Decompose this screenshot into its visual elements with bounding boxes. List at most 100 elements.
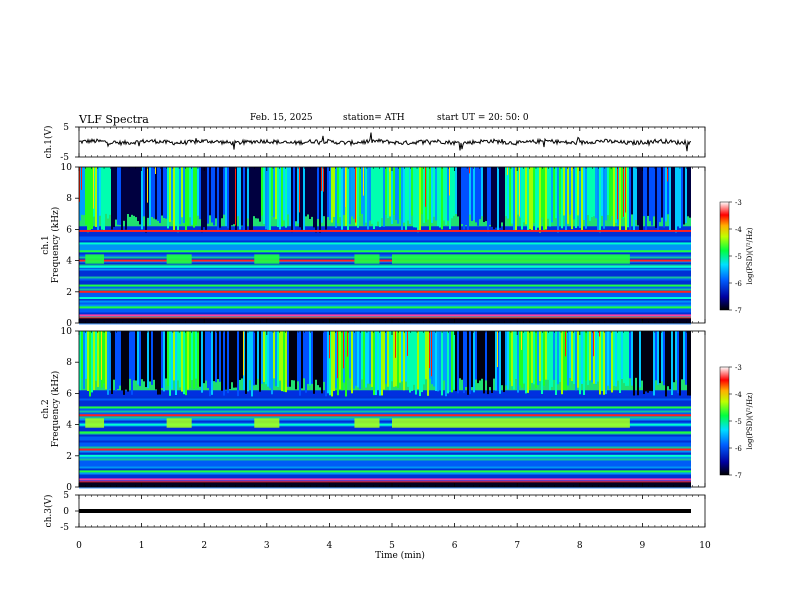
spec2-noise-row — [79, 442, 691, 445]
spec1-column — [495, 167, 497, 228]
spec1-column — [455, 167, 457, 214]
spec1-column — [311, 167, 313, 217]
station-label: station= ATH — [343, 113, 405, 123]
x-tick-label: 0 — [76, 541, 82, 551]
spec1-column — [489, 167, 491, 225]
spec2-column — [117, 331, 119, 390]
spec2-column — [671, 331, 673, 396]
ch3-waveform-ylabel: ch.3(V) — [43, 495, 54, 528]
spec2-column — [555, 331, 557, 395]
y-tick-label: 4 — [66, 421, 72, 431]
spec1-noise-row — [79, 302, 691, 305]
x-tick-label: 9 — [640, 541, 646, 551]
spec1-noise-row — [79, 300, 691, 303]
spec2-column — [515, 331, 517, 379]
spec2-column — [591, 331, 593, 383]
spec2-column — [631, 331, 633, 386]
x-tick-label: 3 — [264, 541, 270, 551]
spec2-column — [463, 331, 465, 394]
spec1-column — [413, 167, 415, 228]
spec1-column — [319, 167, 321, 233]
spec1-noise-row — [79, 310, 691, 313]
spec1-column — [351, 167, 353, 217]
x-tick-label: 4 — [327, 541, 333, 551]
spec2-column — [613, 331, 615, 386]
spec2-noise-row — [79, 436, 691, 439]
spec1-column — [637, 167, 639, 226]
spec1-column — [199, 167, 201, 220]
spec1-column — [587, 167, 589, 216]
spec1-column — [521, 167, 523, 230]
spec2-column — [653, 331, 655, 396]
y-tick-label: -5 — [60, 153, 69, 163]
spec1-column — [503, 167, 505, 231]
spec2-column — [585, 331, 587, 381]
spec1-column — [205, 167, 207, 230]
spec2-noise-row — [79, 458, 691, 461]
spec1-noise-row — [79, 238, 691, 241]
spec2-column — [449, 331, 451, 393]
spec2-spike — [337, 331, 338, 379]
spec1-column — [211, 167, 213, 223]
spec2-column — [641, 331, 643, 381]
spec1-noise-row — [79, 252, 691, 255]
spec1-column — [571, 167, 573, 230]
spec2-column — [107, 331, 109, 395]
date-label: Feb. 15, 2025 — [250, 113, 313, 123]
spec2-noise-row — [79, 466, 691, 469]
spec1-column — [261, 167, 263, 216]
ch2-spectrogram-image — [79, 331, 705, 489]
spec1-column — [349, 167, 351, 225]
spec2-column — [133, 331, 135, 381]
spec2-column — [687, 331, 689, 396]
spec2-column — [489, 331, 491, 388]
spec2-column — [495, 331, 497, 391]
spec2-column — [207, 331, 209, 389]
spec1-column — [647, 167, 649, 216]
spec1-column — [601, 167, 603, 216]
spec2-column — [221, 331, 223, 391]
spec1-column — [515, 167, 517, 231]
spec1-noise-row — [79, 280, 691, 283]
spec1-column — [343, 167, 345, 215]
spec1-column — [573, 167, 575, 220]
spec1-column — [255, 167, 257, 219]
spec1-column — [277, 167, 279, 228]
spec1-column — [399, 167, 401, 219]
spec1-column — [569, 167, 571, 215]
spec1-column — [649, 167, 651, 222]
spec2-column — [629, 331, 631, 379]
spec1-column — [195, 167, 197, 225]
spec2-column — [579, 331, 581, 395]
spec1-column — [213, 167, 215, 226]
y-tick-label: 5 — [63, 491, 69, 501]
spec2-column — [375, 331, 377, 396]
spec2-noise-row — [79, 426, 691, 429]
spec1-column — [517, 167, 519, 215]
spec1-column — [527, 167, 529, 231]
spec2-column — [551, 331, 553, 387]
spec2-column — [473, 331, 475, 393]
spec2-column — [659, 331, 661, 384]
spec2-column — [389, 331, 391, 391]
spec1-column — [661, 167, 663, 218]
spec2-column — [437, 331, 439, 392]
spec1-spike — [571, 167, 572, 171]
spec2-column — [683, 331, 685, 380]
spec1-column — [415, 167, 417, 228]
spec1-column — [135, 167, 137, 218]
spec2-column — [317, 331, 319, 386]
spec2-column — [83, 331, 85, 390]
spec1-column — [535, 167, 537, 232]
spec1-column — [125, 167, 127, 230]
spec1-column — [189, 167, 191, 218]
spec1-column — [143, 167, 145, 217]
spec1-column — [671, 167, 673, 231]
spec1-column — [89, 167, 91, 231]
x-tick-label: 5 — [389, 541, 395, 551]
spec2-column — [597, 331, 599, 382]
spec2-column — [259, 331, 261, 392]
spec2-spike — [343, 331, 344, 369]
spec1-column — [273, 167, 275, 218]
spec1-column — [341, 167, 343, 230]
